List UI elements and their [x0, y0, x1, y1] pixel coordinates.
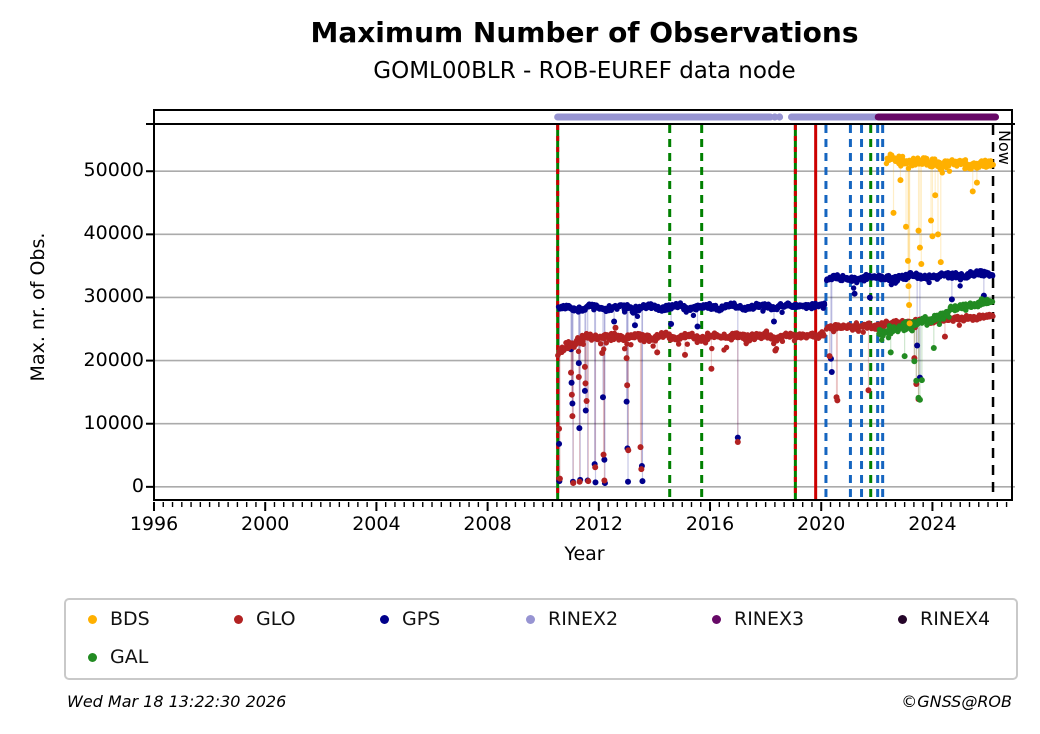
legend-label: GAL	[110, 646, 149, 668]
legend-item-glo: GLO	[234, 608, 296, 630]
plot-border	[153, 109, 1013, 501]
legend-marker-rinex3	[712, 614, 721, 624]
legend-item-rinex2: RINEX2	[526, 608, 619, 630]
legend-label: RINEX3	[734, 608, 805, 630]
x-tick-label: 2008	[463, 513, 512, 535]
x-tick-label: 2024	[908, 513, 957, 535]
y-tick-label: 0	[131, 474, 144, 497]
legend-label: RINEX2	[548, 608, 619, 630]
legend-marker-rinex4	[898, 614, 907, 624]
legend-marker-bds	[88, 614, 97, 624]
y-tick-label: 30000	[83, 285, 144, 308]
legend-marker-rinex2	[526, 614, 535, 624]
y-axis-label: Max. nr. of Obs.	[27, 232, 49, 382]
legend-item-rinex3: RINEX3	[712, 608, 805, 630]
rinex-strip-divider	[153, 123, 1015, 125]
now-annotation: Now	[995, 130, 1014, 165]
copyright-text: ©GNSS@ROB	[901, 692, 1012, 711]
legend-marker-gps	[380, 614, 389, 624]
legend-item-gps: GPS	[380, 608, 441, 630]
timestamp-text: Wed Mar 18 13:22:30 2026	[67, 692, 287, 711]
chart-subtitle: GOML00BLR - ROB-EUREF data node	[373, 58, 796, 84]
x-tick-label: 2020	[797, 513, 846, 535]
legend-marker-glo	[234, 614, 243, 624]
y-tick-label: 40000	[83, 222, 144, 245]
legend-label: GPS	[402, 608, 441, 630]
legend-label: RINEX4	[920, 608, 991, 630]
y-tick-label: 10000	[83, 411, 144, 434]
y-tick-label: 50000	[83, 159, 144, 182]
legend-label: GLO	[256, 608, 296, 630]
legend-label: BDS	[110, 608, 150, 630]
x-tick-label: 2000	[241, 513, 290, 535]
chart-title: Maximum Number of Observations	[310, 16, 859, 49]
legend-marker-gal	[88, 652, 97, 662]
legend	[64, 598, 1018, 680]
x-tick-label: 2016	[685, 513, 735, 535]
legend-item-rinex4: RINEX4	[898, 608, 991, 630]
x-axis-label: Year	[564, 543, 605, 565]
x-tick-label: 1996	[129, 513, 179, 535]
x-tick-label: 2004	[352, 513, 401, 535]
y-tick-label: 20000	[83, 348, 144, 371]
legend-item-gal: GAL	[88, 646, 149, 668]
legend-item-bds: BDS	[88, 608, 150, 630]
x-tick-label: 2012	[574, 513, 623, 535]
